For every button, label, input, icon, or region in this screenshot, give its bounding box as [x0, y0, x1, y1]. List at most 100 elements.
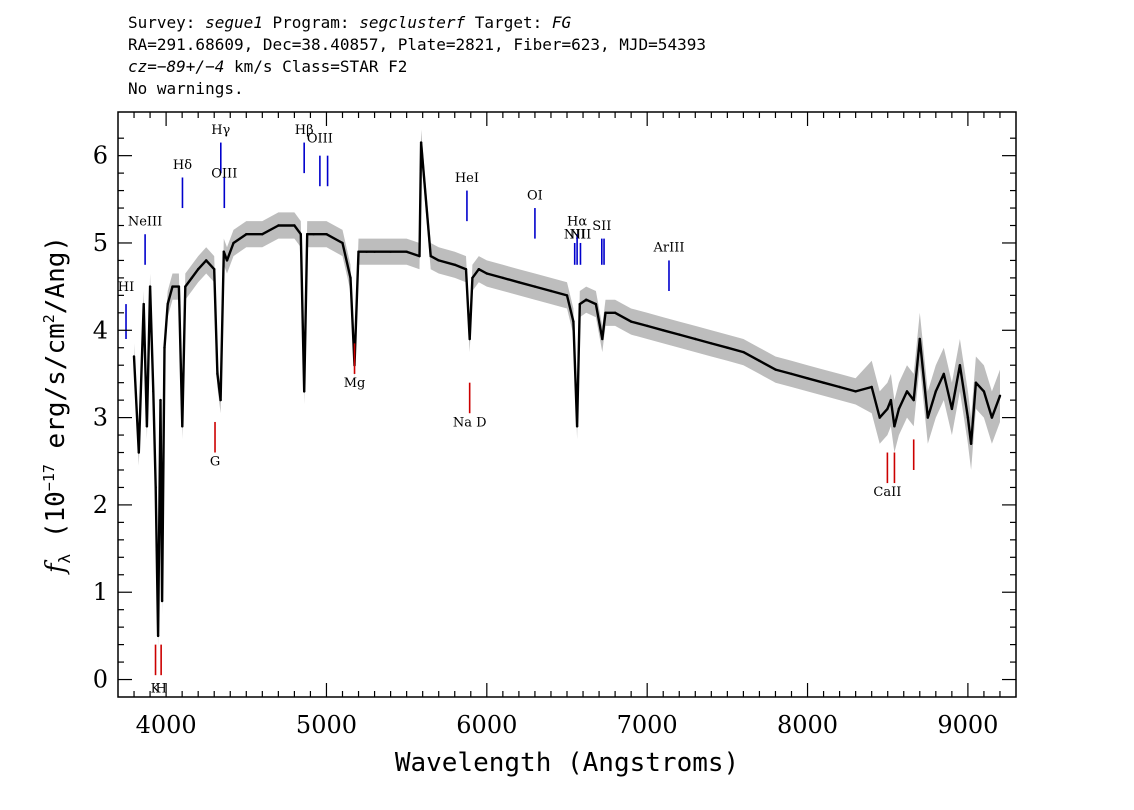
spectrum-point: [710, 342, 713, 345]
spectrum-point: [966, 416, 970, 419]
spectrum-point: [889, 398, 893, 402]
error-band: [134, 129, 1000, 649]
spectrum-point: [464, 268, 468, 271]
spectrum-point: [878, 416, 881, 419]
spectrum-point: [790, 372, 793, 376]
spectrum-point: [306, 233, 309, 236]
spectrum-point: [982, 390, 986, 393]
spectrum-point: [357, 250, 360, 253]
spectrum-point: [160, 599, 164, 603]
spectrum-point: [629, 320, 633, 323]
spectrum-point: [166, 302, 169, 306]
absorption-line-label: CaII: [873, 485, 901, 500]
x-tick-label: 6000: [456, 711, 517, 739]
spectrum-point: [565, 294, 569, 297]
spectrum-point: [132, 355, 136, 358]
x-axis-title-group: Wavelength (Angstroms): [395, 748, 739, 778]
survey-label: Survey:: [128, 13, 206, 32]
header-line-survey: Survey: segue1 Program: segclusterf Targ…: [128, 12, 706, 34]
spectrum-point: [190, 276, 193, 280]
spectrum-point: [893, 425, 896, 428]
cz-label: cz: [128, 57, 148, 76]
spectrum-point: [177, 285, 181, 288]
ylabel-open: (10: [41, 491, 71, 554]
spectrum-point: [646, 324, 649, 328]
x-tick-label: 5000: [296, 711, 357, 739]
emission-line-label: OIII: [211, 166, 237, 181]
spectrum-point: [969, 442, 973, 445]
emission-line-label: Hδ: [173, 158, 192, 173]
spectrum-point: [870, 385, 873, 389]
spectrum-point: [312, 233, 315, 236]
spectrum-point: [197, 268, 200, 271]
emission-line-label: Hγ: [211, 123, 230, 138]
spectrum-point: [419, 141, 423, 144]
spectrum-point: [453, 263, 456, 266]
spectrum-point: [437, 259, 440, 262]
x-tick-label: 4000: [136, 711, 197, 739]
axis-ticks-layer: 4000 5000 6000 7000 8000 9000 0 1 2 3 4 5 6: [93, 112, 1016, 739]
header-line-redshift: cz=−89+/−4 km/s Class=STAR F2: [128, 56, 706, 78]
absorption-line-label: Na D: [453, 415, 487, 430]
spectrum-point: [726, 346, 729, 349]
x-tick-label: 7000: [617, 711, 678, 739]
spectrum-point: [349, 276, 352, 280]
spectrum-point: [774, 368, 777, 371]
spectrum-point: [261, 233, 264, 236]
spectrum-point: [245, 233, 248, 236]
emission-line-label: HI: [118, 280, 134, 295]
spectrum-point: [471, 276, 474, 280]
spectrum-point: [918, 337, 921, 341]
ylabel-units: erg/s/cm: [41, 323, 71, 464]
spectrum-header: Survey: segue1 Program: segclusterf Targ…: [128, 12, 706, 100]
spectrum-point: [222, 250, 225, 253]
spectrum-point: [142, 302, 145, 306]
spectrum-point: [156, 634, 160, 638]
spectrum-point: [601, 337, 604, 341]
spectrum-point: [429, 254, 432, 258]
spectrum-point: [678, 333, 681, 336]
spectrum-point: [934, 390, 937, 393]
y-tick-label: 3: [93, 404, 108, 432]
emission-line-label: NII: [564, 228, 586, 243]
spectrum-point: [365, 250, 368, 253]
emission-line-label: Hα: [567, 215, 587, 230]
cz-value: =−89+/−4: [147, 57, 225, 76]
spectrum-point: [181, 425, 184, 428]
ylabel-lambda: λ: [55, 553, 74, 563]
emission-line-label: HeI: [455, 171, 479, 186]
error-band-layer: [134, 129, 1000, 649]
y-tick-label: 0: [93, 666, 108, 694]
emission-line-label: OI: [527, 188, 543, 203]
absorption-line-label: Mg: [344, 376, 366, 391]
spectrum-line: [132, 141, 1002, 638]
spectrum-point: [806, 377, 809, 380]
y-axis-title-group: fλ (10−17 erg/s/cm2/Ang): [40, 236, 74, 575]
spectrum-point: [942, 372, 945, 376]
spectrum-point: [854, 390, 857, 393]
spectrum-point: [184, 285, 187, 288]
emission-line-label: Hβ: [295, 123, 314, 138]
spectrum-point: [225, 259, 229, 262]
ylabel-close: /Ang): [41, 236, 71, 314]
spectrum-point: [897, 407, 901, 411]
spectrum-point: [219, 398, 222, 402]
spectrum-point: [171, 285, 174, 288]
spectrum-point: [926, 416, 929, 419]
emission-line-label: SII: [592, 219, 611, 234]
target-label: Target:: [465, 13, 552, 32]
spectrum-point: [578, 302, 581, 306]
emission-line-label: ArIII: [652, 241, 684, 256]
spectrum-point: [604, 311, 607, 314]
program-value: segclusterf: [359, 13, 466, 32]
spectrum-point: [822, 381, 825, 384]
spectrum-series-layer: [132, 141, 1002, 638]
target-value: FG: [551, 13, 572, 32]
x-axis-title: Wavelength (Angstroms): [395, 748, 739, 778]
spectrum-point: [468, 337, 471, 341]
spectrum-point: [148, 285, 152, 288]
spectrum-point: [152, 390, 155, 393]
spectrum-point: [585, 298, 588, 301]
absorption-line-label: H: [155, 682, 166, 697]
spectrum-point: [905, 390, 909, 393]
